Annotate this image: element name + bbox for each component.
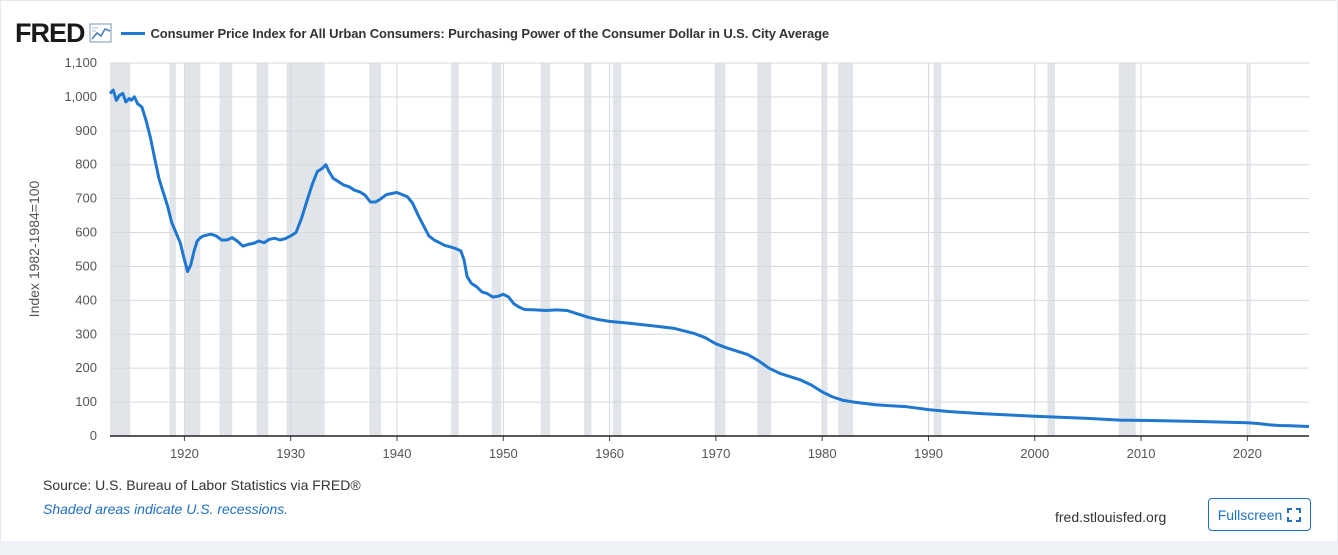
recession-band-3 (219, 63, 233, 436)
source-text: Source: U.S. Bureau of Labor Statistics … (43, 477, 361, 493)
y-tick-label: 900 (75, 123, 97, 138)
chart-title: Consumer Price Index for All Urban Consu… (150, 25, 830, 41)
recession-band-5 (286, 63, 325, 436)
recession-band-15 (838, 63, 853, 436)
recession-band-0 (110, 63, 131, 436)
y-tick-label: 200 (75, 360, 97, 375)
y-tick-label: 800 (75, 157, 97, 172)
recession-band-1 (169, 63, 176, 436)
recession-band-11 (612, 63, 622, 436)
x-tick-label: 1980 (808, 446, 837, 461)
chart-line-icon (88, 23, 112, 43)
fred-logo[interactable]: FRED (15, 17, 85, 48)
x-tick-label: 2010 (1127, 446, 1156, 461)
y-tick-label: 1,100 (64, 55, 97, 70)
recession-band-17 (1047, 63, 1055, 436)
chart-header: FRED Consumer Price Index for All Urban … (15, 17, 829, 49)
x-tick-label: 1990 (914, 446, 943, 461)
recession-note: Shaded areas indicate U.S. recessions. (43, 501, 289, 517)
x-tick-label: 1970 (701, 446, 730, 461)
x-tick-label: 2020 (1233, 446, 1262, 461)
fullscreen-button[interactable]: Fullscreen (1208, 498, 1311, 531)
recession-band-9 (540, 63, 551, 436)
gridlines (110, 62, 1309, 436)
recession-band-10 (584, 63, 592, 436)
y-tick-label: 1,000 (64, 89, 97, 104)
y-axis-label: Index 1982-1984=100 (26, 180, 42, 317)
recession-band-13 (757, 63, 772, 436)
recession-band-14 (822, 63, 828, 436)
x-axis-ticks: 1920 1930 1940 1950 1960 1970 1980 1990 2000 2010… (170, 436, 1262, 461)
y-axis-ticks: 0 100 200 300 400 500 600 700 800 900 1,000 1,100 (64, 55, 97, 443)
recession-band-4 (256, 63, 269, 436)
page-bottom-strip (0, 541, 1338, 555)
x-tick-label: 1950 (489, 446, 518, 461)
recession-band-12 (714, 63, 726, 436)
recession-band-6 (369, 63, 382, 436)
series-line-purchasing-power (108, 88, 1310, 428)
x-tick-label: 1930 (276, 446, 305, 461)
legend-line-swatch (120, 31, 145, 35)
recession-band-19 (1248, 63, 1251, 436)
recession-bands (110, 63, 1251, 436)
y-tick-label: 400 (75, 292, 97, 307)
y-tick-label: 500 (75, 258, 97, 273)
plot-area: 0 100 200 300 400 500 600 700 800 900 1,000 1,100 1… (26, 55, 1310, 461)
y-tick-label: 600 (75, 225, 97, 240)
x-tick-label: 2000 (1020, 446, 1049, 461)
x-tick-label: 1940 (383, 446, 412, 461)
fred-url[interactable]: fred.stlouisfed.org (1055, 509, 1167, 525)
y-tick-label: 0 (90, 428, 97, 443)
expand-icon (1287, 507, 1302, 522)
x-tick-label: 1960 (595, 446, 624, 461)
y-tick-label: 700 (75, 191, 97, 206)
y-tick-label: 100 (75, 394, 97, 409)
recession-band-16 (933, 63, 942, 436)
recession-band-2 (184, 63, 201, 436)
fullscreen-label: Fullscreen (1217, 506, 1283, 523)
recession-band-8 (491, 63, 502, 436)
y-tick-label: 300 (75, 326, 97, 341)
x-tick-label: 1920 (170, 446, 199, 461)
recession-band-18 (1118, 63, 1136, 436)
